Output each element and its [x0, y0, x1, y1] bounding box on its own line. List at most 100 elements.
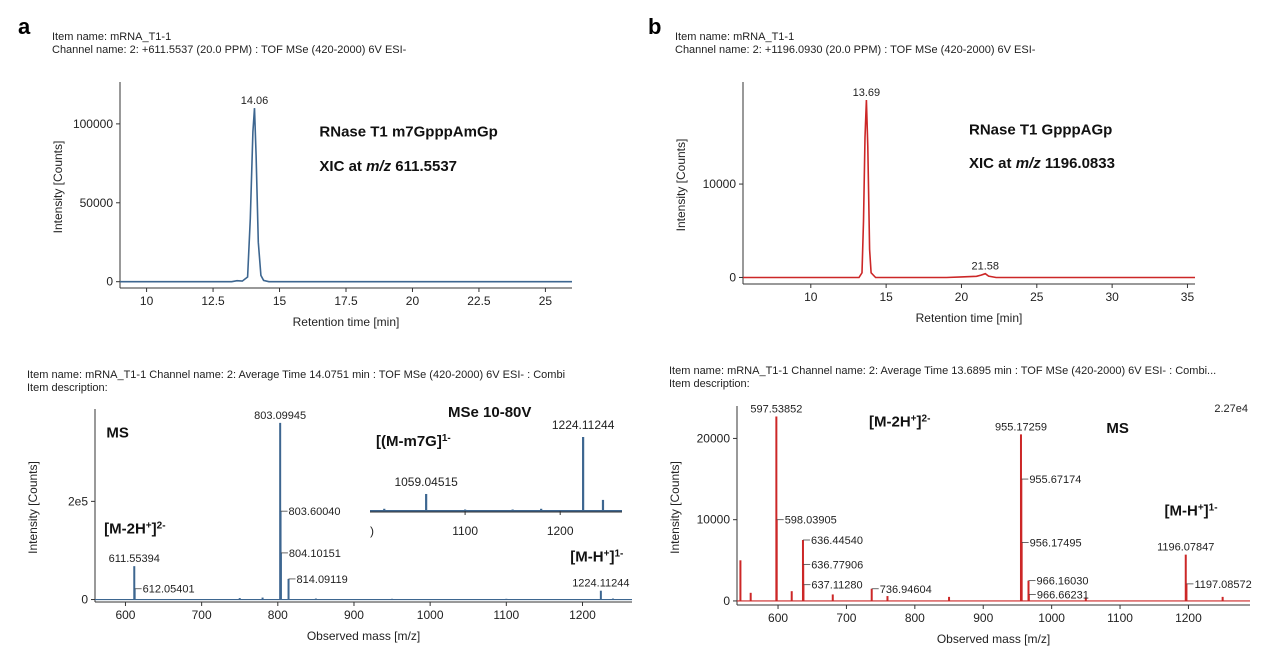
a_xic-xtick-label-2: 15: [273, 294, 287, 308]
b_ms-peak-label-3: 636.77906: [811, 559, 863, 571]
inset-xtick-label-1: 1200: [547, 524, 574, 538]
b_xic-annotation-1-part-1: m/z: [1016, 155, 1042, 172]
b_ms-peak-label-2: 636.44540: [811, 535, 863, 547]
a_ms-annotation-2: [M-H+]1-: [570, 548, 623, 566]
a_ms-peak-label-0: 803.09945: [254, 410, 306, 422]
a_xic-annotation-1-part-1: m/z: [366, 158, 392, 175]
b_ms-annotation-0-part-2: ]: [917, 413, 922, 430]
b_xic-annotation-1-part-0: XIC at: [969, 155, 1016, 172]
a_xic-xtick-label-3: 17.5: [334, 294, 358, 308]
b_ms-ytick-label-0: 0: [723, 594, 730, 608]
a_ms-xtick-label-0: 600: [115, 608, 135, 622]
a_ms-annotation-1: [M-2H+]2-: [104, 520, 165, 538]
b_ms-peak-label-9: 966.16030: [1036, 576, 1088, 588]
a_ms-y-axis-label: Intensity [Counts]: [26, 461, 40, 554]
a_xic-annotation-1-part-2: 611.5537: [391, 158, 457, 175]
a_ms-x-axis-label: Observed mass [m/z]: [307, 629, 420, 643]
b_xic-x-axis-label: Retention time [min]: [916, 311, 1023, 325]
a_ms-xtick-label-5: 1100: [493, 608, 519, 622]
a_ms-annotation-0: MS: [106, 425, 129, 442]
a_xic-ytick-label-1: 50000: [80, 196, 114, 210]
inset-fragment-label-part-0: [(M-m7G]: [376, 433, 442, 450]
b_ms-peak-label-10: 966.66231: [1037, 589, 1089, 601]
a_xic-xtick-label-5: 22.5: [467, 294, 491, 308]
b_ms-peak-label-7: 955.67174: [1029, 474, 1081, 486]
a_ms-peak-label-2: 804.10151: [289, 548, 341, 560]
inset-partial-tick-label: ): [370, 524, 374, 538]
a_xic-annotation-0: RNase T1 m7GpppAmGp: [319, 124, 497, 141]
a_ms-annotation-0-part-0: MS: [106, 425, 129, 442]
a_ms-peak-label-4: 611.55394: [109, 553, 160, 565]
a_xic-xtick-label-0: 10: [140, 294, 154, 308]
b_xic-xtick-label-2: 20: [955, 290, 969, 304]
a_xic-header-line-0: Item name: mRNA_T1-1: [52, 31, 171, 43]
b_ms-xtick-label-2: 800: [905, 611, 925, 625]
b_xic-xtick-label-0: 10: [804, 290, 818, 304]
a_xic-xtick-label-4: 20: [406, 294, 420, 308]
inset-fragment-label: [(M-m7G]1-: [376, 433, 451, 451]
b_ms-peak-label-11: 1196.07847: [1157, 542, 1214, 554]
a_xic-x-axis-label: Retention time [min]: [293, 315, 400, 329]
a_ms-ytick-label-0: 0: [81, 593, 88, 607]
a_xic-y-axis-label: Intensity [Counts]: [51, 141, 65, 234]
a_xic-xtick-label-1: 12.5: [201, 294, 225, 308]
b_ms-annotation-0-part-0: [M-2H: [869, 413, 911, 430]
a_xic-series-line-0: [120, 108, 572, 283]
a_xic-ytick-label-2: 100000: [73, 117, 113, 131]
a_ms-peak-label-6: 1224.11244: [572, 578, 629, 590]
b_xic-peak-label-1: 21.58: [972, 261, 1000, 273]
b_ms-peak-label-12: 1197.08572: [1194, 579, 1251, 591]
a_xic-peak-label-0: 14.06: [241, 95, 269, 107]
b_ms-scale-label: 2.27e4: [1214, 403, 1248, 415]
a_xic-xtick-label-6: 25: [539, 294, 553, 308]
a_ms-header-line-1: Item description:: [27, 382, 108, 394]
b_xic-header-line-1: Channel name: 2: +1196.0930 (20.0 PPM) :…: [675, 44, 1036, 56]
a_ms-annotation-2-part-2: ]: [609, 548, 614, 565]
b_ms-xtick-label-6: 1200: [1175, 611, 1202, 625]
b_ms-peak-label-1: 598.03905: [785, 515, 837, 527]
b_ms-peak-label-0: 597.53852: [750, 404, 802, 416]
b_ms-ytick-label-2: 20000: [697, 431, 731, 445]
b_xic-header-line-0: Item name: mRNA_T1-1: [675, 31, 794, 43]
b_ms-annotation-0-part-3: 2-: [922, 413, 931, 424]
b_xic-annotation-0: RNase T1 GpppAGp: [969, 122, 1112, 139]
a_ms-annotation-1-part-1: +: [146, 520, 152, 531]
a_ms-ytick-label-1: 2e5: [68, 494, 88, 508]
b_ms-peak-label-5: 736.94604: [880, 584, 932, 596]
a_ms-peak-label-5: 612.05401: [143, 584, 195, 596]
b_xic-xtick-label-4: 30: [1105, 290, 1119, 304]
panel-letter-b: b: [648, 14, 661, 39]
b_ms-xtick-label-4: 1000: [1038, 611, 1065, 625]
b_xic-series-line-0: [743, 99, 1195, 279]
a_ms-peak-label-1: 803.60040: [289, 506, 341, 518]
a_xic-annotation-0-part-0: RNase T1 m7GpppAmGp: [319, 124, 497, 141]
a_ms-peak-label-3: 814.09119: [297, 574, 348, 586]
a_xic-ytick-label-0: 0: [106, 275, 113, 289]
inset-peak-label-1: 1224.11244: [552, 418, 615, 432]
b_xic-xtick-label-3: 25: [1030, 290, 1044, 304]
panel-letter-a: a: [18, 14, 31, 39]
a_xic-annotation-1-part-0: XIC at: [319, 158, 366, 175]
a_ms-xtick-label-2: 800: [268, 608, 288, 622]
b_ms-x-axis-label: Observed mass [m/z]: [937, 632, 1050, 646]
b_ms-annotation-1-part-0: MS: [1106, 420, 1129, 437]
b_ms-ytick-label-1: 10000: [697, 513, 731, 527]
inset-peak-label-0: 1059.04515: [394, 475, 458, 489]
a_xic-header-line-1: Channel name: 2: +611.5537 (20.0 PPM) : …: [52, 44, 407, 56]
a_ms-header-line-0: Item name: mRNA_T1-1 Channel name: 2: Av…: [27, 369, 565, 381]
inset-xtick-label-0: 1100: [452, 524, 478, 538]
b_ms-xtick-label-1: 700: [836, 611, 856, 625]
b_ms-annotation-1: MS: [1106, 420, 1129, 437]
a_ms-annotation-2-part-0: [M-H: [570, 548, 603, 565]
b_xic-annotation-1: XIC at m/z 1196.0833: [969, 155, 1115, 172]
a_ms-xtick-label-1: 700: [192, 608, 212, 622]
b_xic-peak-label-0: 13.69: [853, 87, 881, 99]
b_ms-y-axis-label: Intensity [Counts]: [668, 461, 682, 554]
a_ms-annotation-1-part-0: [M-2H: [104, 520, 146, 537]
b_ms-annotation-2-part-3: 1-: [1209, 502, 1218, 513]
a_ms-annotation-2-part-3: 1-: [614, 548, 623, 559]
b_ms-annotation-0: [M-2H+]2-: [869, 413, 930, 431]
